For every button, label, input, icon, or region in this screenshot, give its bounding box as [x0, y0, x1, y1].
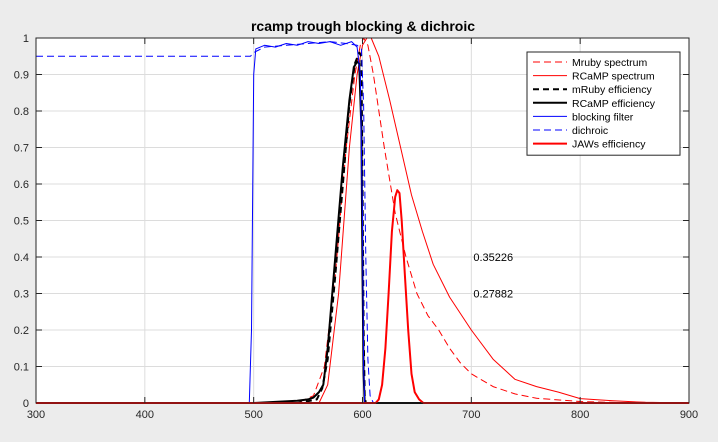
legend-label: JAWs efficiency [572, 139, 646, 151]
x-tick-label: 400 [136, 409, 154, 421]
y-tick-label: 1 [23, 33, 29, 45]
annotations: 0.35226 0.27882 [473, 252, 513, 301]
y-tick-label: 0.1 [14, 362, 29, 374]
series-line-rcamp-spectrum [36, 37, 690, 404]
series-line-jaws-efficiency [36, 189, 689, 404]
series-group [36, 37, 690, 404]
legend-label: RCaMP efficiency [572, 98, 656, 110]
series-line-dichroic [36, 41, 689, 404]
y-tick-label: 0.8 [14, 106, 29, 118]
y-tick-label: 0.4 [14, 252, 29, 264]
chart-title: rcamp trough blocking & dichroic [251, 18, 475, 34]
legend-label: Mruby spectrum [572, 57, 648, 69]
axis-ticks: 300 400 500 600 700 800 900 0 0.1 0.2 0.3 0.4 0.5 0.6… [14, 33, 698, 421]
x-tick-label: 600 [353, 409, 371, 421]
series-line-mruby-spectrum [36, 37, 689, 404]
x-tick-label: 500 [244, 409, 262, 421]
legend-label: dichroic [572, 125, 608, 137]
x-tick-label: 700 [462, 409, 480, 421]
legend-label: blocking filter [572, 111, 634, 123]
legend-label: RCaMP spectrum [572, 71, 655, 83]
x-tick-label: 300 [27, 409, 45, 421]
y-tick-label: 0.9 [14, 70, 29, 82]
y-tick-label: 0.3 [14, 289, 29, 301]
y-tick-label: 0.2 [14, 325, 29, 337]
annotation-text: 0.27882 [473, 289, 513, 301]
y-tick-label: 0.6 [14, 179, 29, 191]
y-tick-label: 0.7 [14, 143, 29, 155]
x-tick-label: 900 [680, 409, 698, 421]
annotation-text: 0.35226 [473, 252, 513, 264]
x-tick-label: 800 [571, 409, 589, 421]
legend-label: mRuby efficiency [572, 84, 653, 96]
y-tick-label: 0.5 [14, 216, 29, 228]
y-tick-label: 0 [23, 398, 29, 410]
